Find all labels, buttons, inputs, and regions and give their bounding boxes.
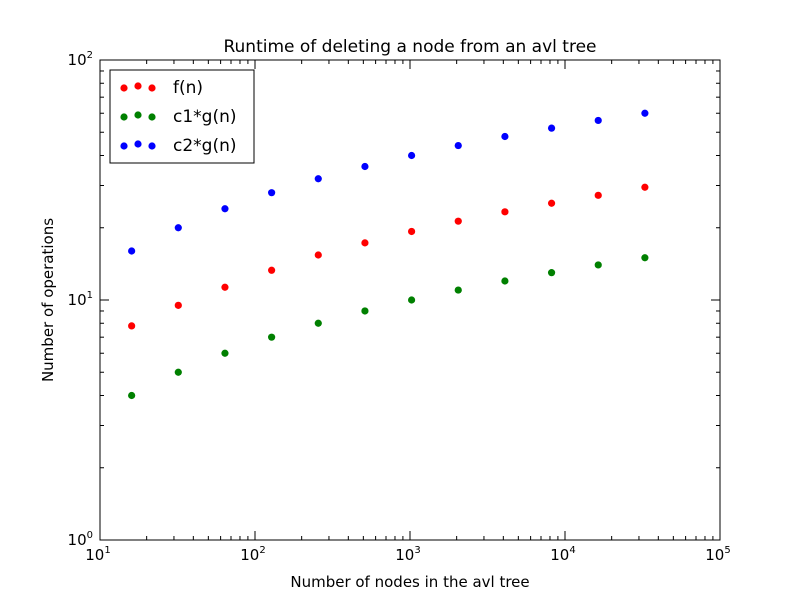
data-point: [128, 391, 136, 400]
data-point: [454, 141, 462, 150]
legend-label: c1*g(n): [173, 107, 237, 127]
data-point: [221, 283, 229, 291]
data-point: [501, 132, 509, 141]
x-tick-label: 101: [85, 545, 110, 564]
legend-marker: [134, 111, 142, 119]
legend-marker: [148, 142, 156, 150]
legend-marker: [134, 82, 142, 90]
x-tick-label: 104: [550, 545, 575, 564]
legend-box: [109, 69, 255, 164]
data-point: [174, 224, 182, 232]
data-point: [268, 333, 276, 341]
data-point: [547, 269, 556, 277]
data-point: [454, 217, 462, 225]
y-tick-label: 100: [68, 530, 93, 549]
data-point: [407, 296, 416, 304]
data-points: [128, 109, 649, 400]
data-point: [314, 319, 322, 327]
data-point: [128, 322, 136, 330]
data-point: [361, 307, 369, 315]
data-point: [454, 286, 462, 294]
legend-marker: [120, 113, 128, 121]
data-point: [407, 227, 416, 236]
x-axis-label: Number of nodes in the avl tree: [290, 573, 529, 591]
data-point: [268, 189, 276, 197]
y-tick-label: 101: [68, 290, 93, 309]
x-tick-label: 102: [240, 545, 265, 564]
data-point: [407, 151, 416, 160]
legend: f(n) c1*g(n) c2*g(n): [109, 69, 255, 164]
data-point: [501, 277, 509, 285]
data-point: [221, 205, 229, 213]
data-point: [314, 251, 322, 259]
y-axis-label: Number of operations: [39, 218, 57, 382]
data-point: [174, 368, 182, 376]
data-point: [641, 183, 649, 191]
y-tick-label: 102: [68, 50, 93, 69]
legend-marker: [134, 140, 142, 148]
legend-marker: [120, 142, 128, 150]
x-tick-label: 103: [395, 545, 420, 564]
data-point: [314, 175, 322, 183]
x-tick-label: 105: [705, 545, 730, 564]
data-point: [128, 247, 136, 255]
data-point: [221, 349, 229, 357]
legend-label: c2*g(n): [173, 136, 237, 156]
data-point: [361, 162, 369, 171]
legend-marker: [148, 113, 156, 121]
data-point: [594, 116, 602, 125]
legend-marker: [148, 84, 156, 92]
data-point: [174, 301, 182, 309]
legend-marker: [120, 84, 128, 92]
data-point: [268, 266, 276, 274]
data-point: [594, 261, 602, 269]
data-point: [594, 191, 602, 199]
data-point: [641, 109, 649, 117]
data-point: [547, 199, 556, 207]
data-point: [547, 124, 556, 132]
data-point: [641, 254, 649, 262]
chart-title: Runtime of deleting a node from an avl t…: [223, 37, 596, 57]
legend-label: f(n): [173, 78, 203, 98]
data-point: [501, 208, 509, 216]
data-point: [361, 239, 369, 247]
